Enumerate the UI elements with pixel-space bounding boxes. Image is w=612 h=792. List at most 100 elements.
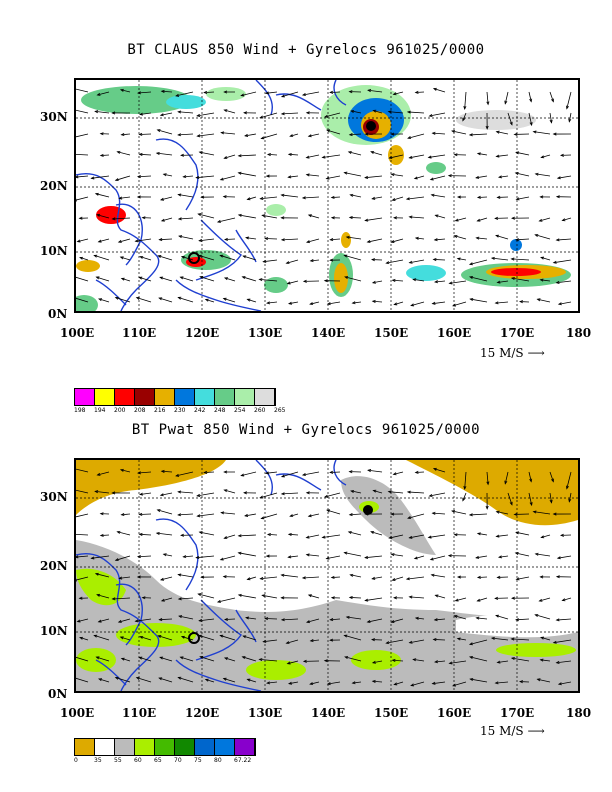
wind-vector-head (391, 578, 396, 581)
wind-vector (178, 574, 194, 578)
panel1-lat-30n: 30N (40, 110, 68, 124)
wind-vector (406, 196, 425, 200)
wind-vector (558, 681, 572, 685)
wind-vector (135, 618, 152, 622)
wind-vector (199, 151, 215, 156)
wind-vector (432, 132, 446, 135)
wind-vector (94, 635, 110, 641)
wind-vector (204, 91, 215, 94)
wind-vector-head (244, 133, 249, 137)
wind-vector (178, 133, 194, 136)
wind-vector (199, 531, 215, 536)
wind-vector (262, 594, 278, 599)
wind-vector (368, 89, 383, 93)
wind-vector-head (453, 153, 458, 157)
wind-vector-head (177, 513, 182, 517)
panel2-map[interactable] (74, 458, 580, 693)
wind-vector (79, 637, 89, 641)
wind-vector (158, 255, 173, 261)
wind-vector (324, 112, 341, 118)
wind-vector-head (309, 302, 314, 306)
wind-vector (433, 259, 446, 261)
legend-value: 194 (94, 407, 106, 414)
panel1-map[interactable] (74, 78, 580, 313)
wind-vector-head (511, 216, 515, 220)
legend-value: 230 (174, 407, 186, 414)
wind-vector-head (309, 639, 314, 643)
wind-vector (431, 194, 446, 198)
wind-vector (452, 301, 467, 307)
legend-swatch (255, 389, 275, 405)
wind-vector-head (305, 111, 310, 115)
wind-vector (224, 534, 236, 539)
legend-value: 60 (134, 757, 142, 764)
wind-vector (79, 257, 89, 261)
wind-vector (138, 91, 152, 94)
wind-vector-head (259, 196, 264, 200)
wind-vector (118, 238, 131, 243)
wind-vector-head (259, 495, 264, 499)
wind-vector-head (246, 577, 251, 581)
wind-vector-head (285, 641, 290, 645)
wind-vector-head (325, 176, 330, 180)
wind-vector (495, 235, 509, 240)
wind-vector-head (137, 91, 142, 95)
wind-vector (415, 471, 425, 473)
wind-vector (476, 237, 488, 240)
wind-vector-head (390, 620, 395, 623)
legend-swatch (115, 739, 135, 755)
wind-vector (178, 194, 194, 198)
panel1-wind-vectors (76, 87, 572, 307)
wind-vector-head (262, 639, 267, 643)
legend-swatch (75, 739, 95, 755)
wind-vector-head (118, 576, 123, 580)
wind-vector (196, 175, 215, 179)
wind-vector (286, 259, 299, 264)
wind-vector-head (456, 637, 461, 641)
wind-vector (135, 238, 152, 242)
wind-vector-head (475, 175, 480, 179)
wind-vector (553, 259, 572, 264)
wind-vector (281, 574, 299, 578)
wind-vector (121, 133, 131, 136)
wind-vector (178, 111, 194, 114)
wind-vector-head (261, 214, 266, 218)
wind-vector-head (223, 536, 228, 539)
wind-vector (120, 89, 131, 93)
wind-vector-head (532, 130, 537, 134)
wind-vector (344, 552, 362, 557)
wind-vector-head (370, 151, 375, 154)
wind-vector (540, 637, 551, 641)
wind-vector (393, 91, 404, 95)
wind-vector-head (413, 176, 418, 180)
wind-vector-head (159, 577, 164, 581)
wind-vector-head (135, 676, 140, 680)
wind-vector-head (393, 596, 398, 600)
wind-vector (259, 278, 278, 282)
wind-vector-head (486, 101, 490, 106)
wind-vector-head (262, 259, 267, 263)
wind-vector (117, 531, 131, 536)
wind-vector (310, 259, 320, 262)
legend-swatch (115, 389, 135, 405)
wind-vector-head (97, 239, 102, 243)
wind-vector (435, 280, 446, 283)
wind-vector-head (301, 576, 306, 580)
wind-vector-head (305, 620, 310, 624)
wind-vector-head (529, 98, 533, 103)
wind-vector (158, 635, 173, 641)
wind-vector (241, 91, 257, 96)
wind-vector (76, 489, 89, 494)
wind-vector-head (289, 514, 294, 518)
wind-vector (352, 301, 362, 304)
wind-vector (178, 597, 194, 600)
wind-vector-head (434, 660, 439, 664)
legend-value: 0 (74, 757, 78, 764)
wind-vector-head (79, 256, 84, 260)
wind-vector-head (326, 509, 331, 513)
wind-vector-head (302, 279, 307, 283)
wind-vector (95, 110, 110, 114)
wind-vector-head (116, 530, 121, 534)
wind-vector (322, 534, 341, 538)
wind-vector-head (266, 153, 271, 157)
